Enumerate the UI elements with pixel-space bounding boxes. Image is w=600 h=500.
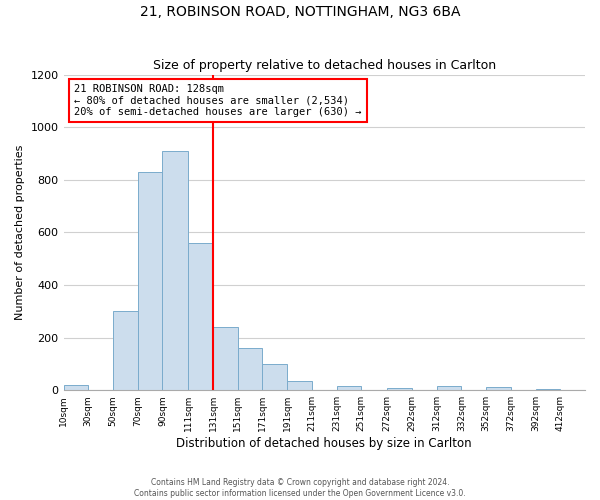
Text: Contains HM Land Registry data © Crown copyright and database right 2024.
Contai: Contains HM Land Registry data © Crown c… [134,478,466,498]
Bar [536,389,560,390]
Bar [113,312,137,390]
Bar [387,388,412,390]
Bar [213,327,238,390]
Bar [64,385,88,390]
Bar [437,386,461,390]
Y-axis label: Number of detached properties: Number of detached properties [15,144,25,320]
X-axis label: Distribution of detached houses by size in Carlton: Distribution of detached houses by size … [176,437,472,450]
Bar [163,151,188,390]
Bar [188,243,213,390]
Bar [137,172,163,390]
Bar [262,364,287,390]
Bar [287,381,312,390]
Bar [238,348,262,390]
Title: Size of property relative to detached houses in Carlton: Size of property relative to detached ho… [153,59,496,72]
Bar [486,387,511,390]
Text: 21 ROBINSON ROAD: 128sqm
← 80% of detached houses are smaller (2,534)
20% of sem: 21 ROBINSON ROAD: 128sqm ← 80% of detach… [74,84,361,117]
Text: 21, ROBINSON ROAD, NOTTINGHAM, NG3 6BA: 21, ROBINSON ROAD, NOTTINGHAM, NG3 6BA [140,5,460,19]
Bar [337,386,361,390]
